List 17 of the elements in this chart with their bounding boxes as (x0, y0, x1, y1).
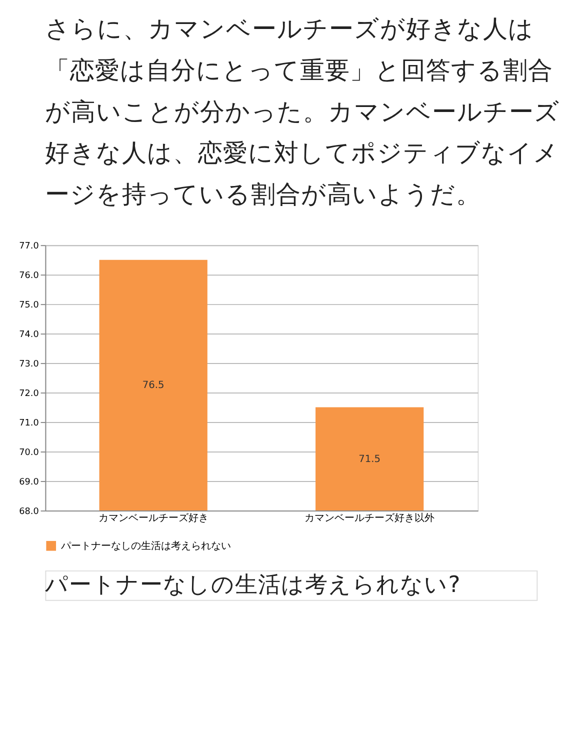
x-tick-label: カマンベールチーズ好き (98, 512, 208, 524)
legend-label: パートナーなしの生活は考えられない (60, 540, 231, 552)
y-tick-label: 77.0 (19, 242, 40, 252)
y-tick-label: 68.0 (19, 506, 40, 517)
y-tick-label: 69.0 (19, 477, 40, 488)
y-tick-label: 76.0 (19, 271, 40, 282)
text: パートナーなしの生活は考えられない? (44, 572, 460, 598)
y-tick-label: 70.0 (19, 448, 40, 458)
x-tick-label: カマンベールチーズ好き以外 (304, 512, 435, 524)
y-tick-label: 75.0 (19, 300, 40, 311)
data-label: 76.5 (142, 380, 164, 392)
y-tick-label: 71.0 (19, 418, 40, 428)
chart-title: さらに、カマンベールチーズが好きな人は「恋愛は自分にとって重要」と回答する割合が高いことが分かった。カマンベールチーズ好きな人は、恋愛に対してポジティブなイメージを持っている割合が高いようだ。 (45, 14, 560, 208)
y-tick-label: 74.0 (19, 330, 40, 340)
y-tick-label: 72.0 (19, 388, 40, 399)
y-tick-label: 73.0 (19, 359, 40, 370)
data-label: 71.5 (358, 454, 381, 465)
